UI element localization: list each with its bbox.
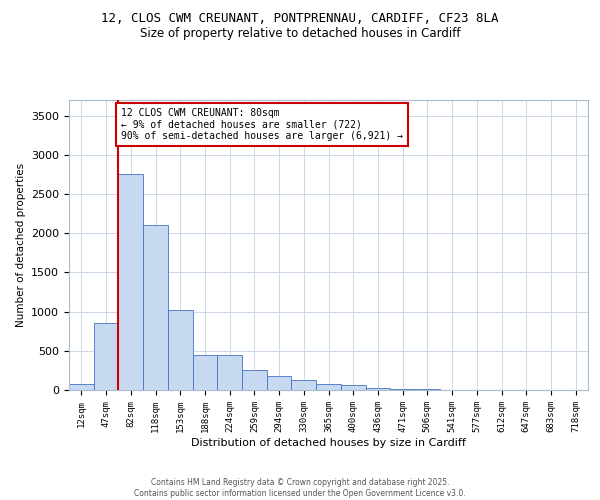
Bar bbox=[69, 384, 94, 390]
Bar bbox=[193, 354, 217, 390]
Bar bbox=[341, 386, 365, 390]
Text: Size of property relative to detached houses in Cardiff: Size of property relative to detached ho… bbox=[140, 28, 460, 40]
Y-axis label: Number of detached properties: Number of detached properties bbox=[16, 163, 26, 327]
Bar bbox=[316, 384, 341, 390]
Text: 12 CLOS CWM CREUNANT: 80sqm
← 9% of detached houses are smaller (722)
90% of sem: 12 CLOS CWM CREUNANT: 80sqm ← 9% of deta… bbox=[121, 108, 403, 141]
X-axis label: Distribution of detached houses by size in Cardiff: Distribution of detached houses by size … bbox=[191, 438, 466, 448]
Bar bbox=[365, 388, 390, 390]
Text: Contains HM Land Registry data © Crown copyright and database right 2025.
Contai: Contains HM Land Registry data © Crown c… bbox=[134, 478, 466, 498]
Bar bbox=[94, 324, 118, 390]
Bar bbox=[168, 310, 193, 390]
Bar bbox=[217, 354, 242, 390]
Bar bbox=[118, 174, 143, 390]
Bar bbox=[242, 370, 267, 390]
Bar bbox=[292, 380, 316, 390]
Text: 12, CLOS CWM CREUNANT, PONTPRENNAU, CARDIFF, CF23 8LA: 12, CLOS CWM CREUNANT, PONTPRENNAU, CARD… bbox=[101, 12, 499, 26]
Bar bbox=[390, 389, 415, 390]
Bar bbox=[143, 226, 168, 390]
Bar bbox=[267, 376, 292, 390]
